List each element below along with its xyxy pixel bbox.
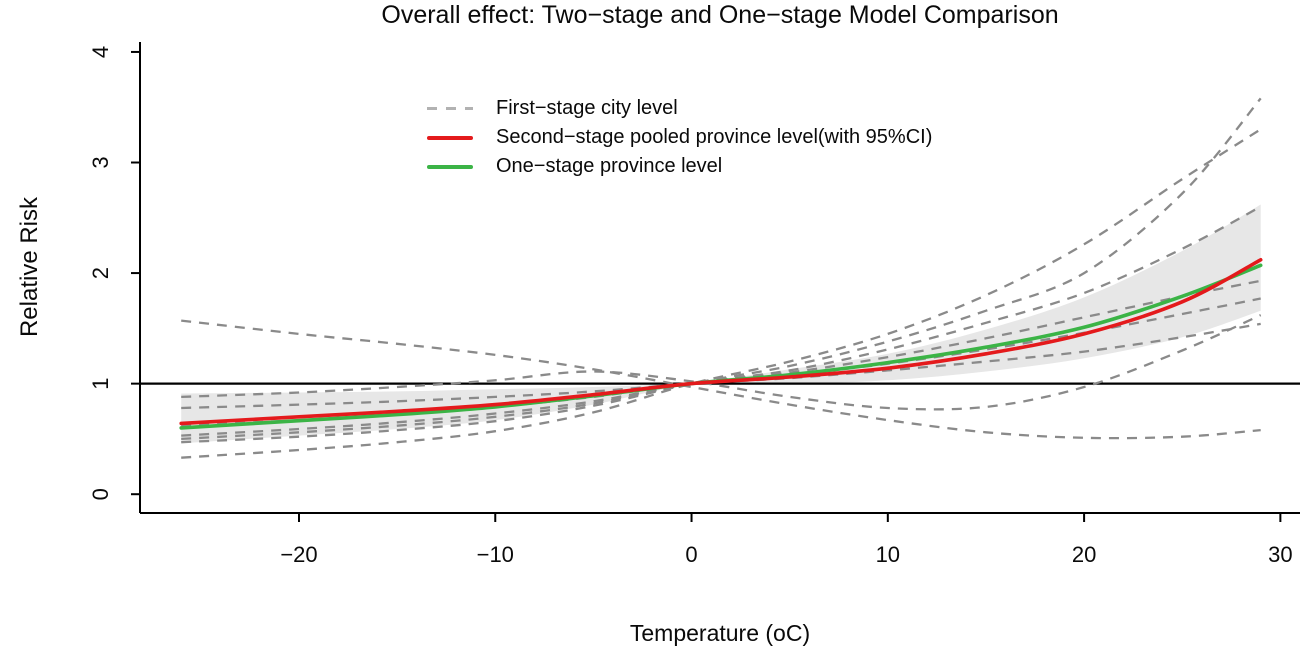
legend-item-first-stage: First−stage city level: [427, 94, 932, 123]
city-curve: [181, 322, 1261, 410]
city-curve: [181, 97, 1262, 444]
y-tick-label: 1: [88, 378, 113, 390]
y-tick-label: 2: [88, 267, 113, 279]
city-curve: [181, 314, 1262, 411]
y-tick-label: 4: [88, 46, 113, 58]
x-axis-title: Temperature (oC): [629, 620, 811, 646]
x-tick-label: −20: [280, 542, 317, 567]
legend-item-label: Second−stage pooled province level(with …: [496, 126, 933, 148]
y-tick-label: 0: [88, 488, 113, 500]
pooled-curve: [179, 258, 1263, 426]
y-tick-label: 3: [88, 156, 113, 168]
x-tick-label: 20: [1072, 542, 1096, 567]
legend-item-label: One−stage province level: [496, 155, 723, 177]
x-tick-label: 10: [876, 542, 900, 567]
legend-item-second-stage: Second−stage pooled province level(with …: [427, 123, 932, 152]
x-tick-label: −10: [477, 542, 514, 567]
dashed-line-sample-icon: [427, 107, 473, 110]
chart-title: Overall effect: Two−stage and One−stage …: [381, 1, 1059, 29]
green-line-sample-icon: [427, 164, 473, 169]
legend-item-label: First−stage city level: [496, 97, 678, 119]
city-curve: [181, 128, 1262, 459]
x-tick-label: 0: [685, 542, 697, 567]
red-line-sample-icon: [427, 135, 473, 140]
legend-item-one-stage: One−stage province level: [427, 152, 932, 181]
legend: First−stage city level Second−stage pool…: [427, 94, 932, 181]
city-curve: [181, 205, 1262, 441]
x-tick-label: 30: [1268, 542, 1292, 567]
ci-band: [181, 204, 1261, 444]
y-axis-title: Relative Risk: [16, 196, 43, 338]
